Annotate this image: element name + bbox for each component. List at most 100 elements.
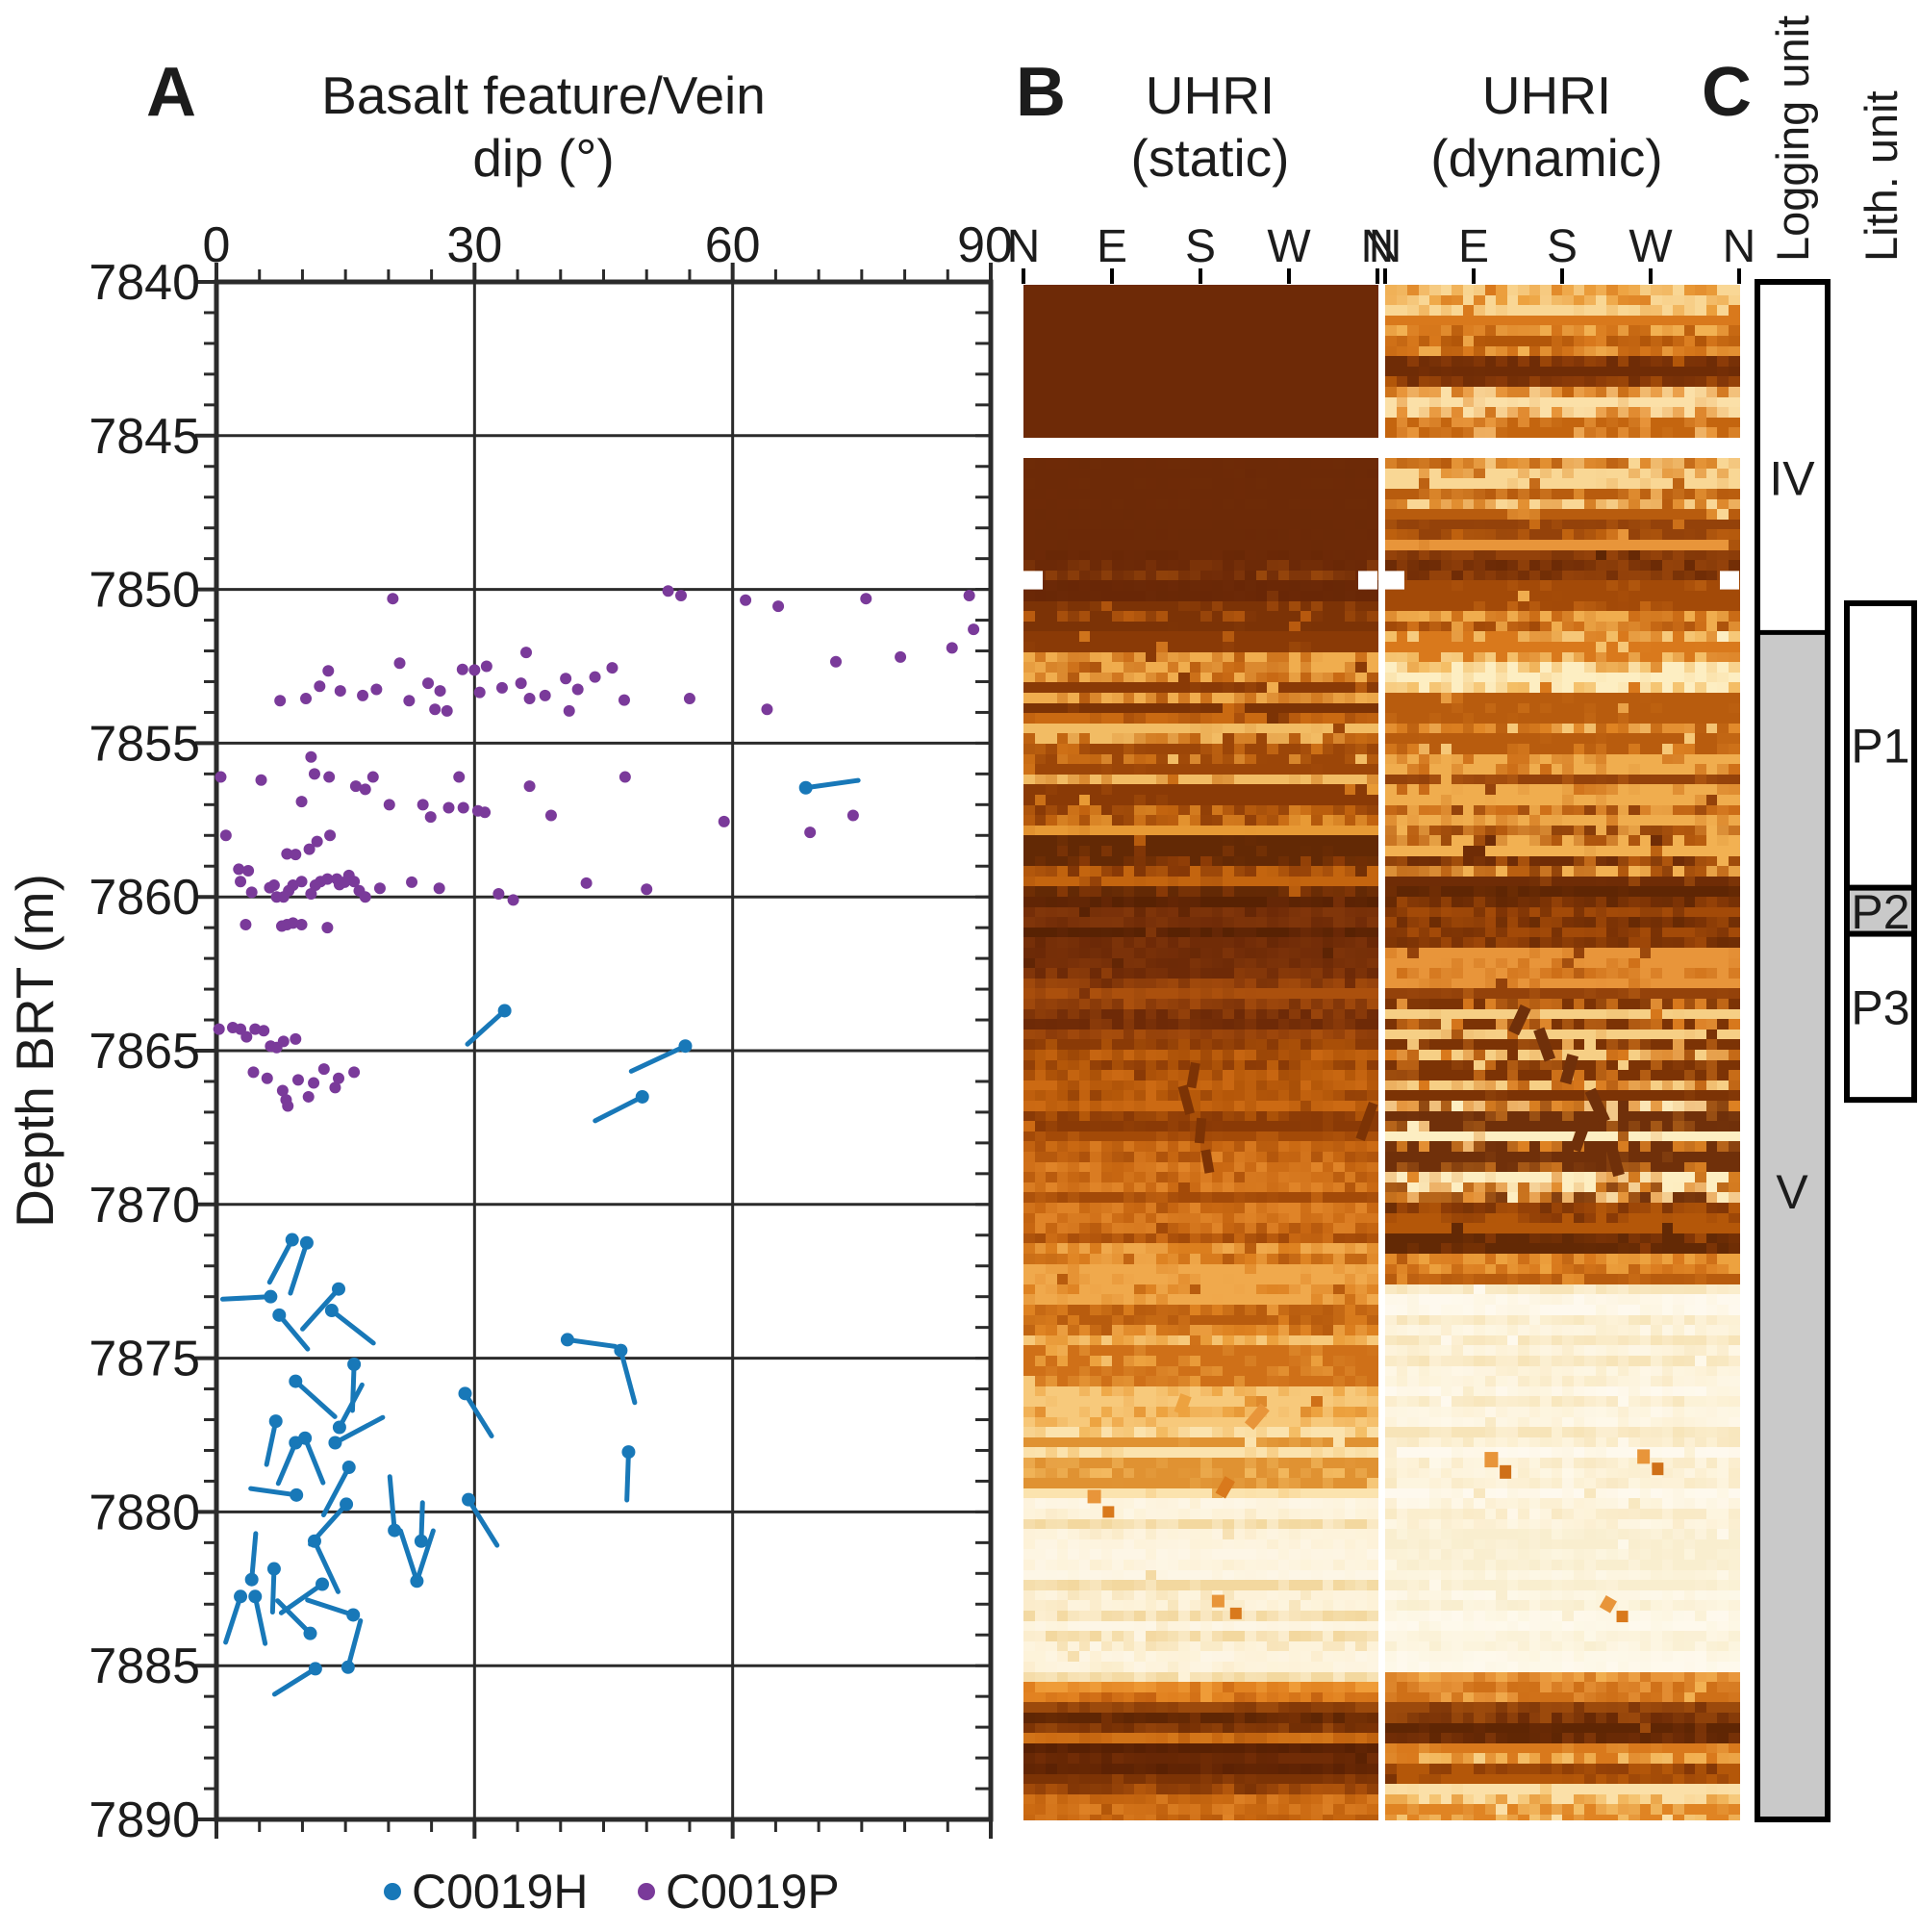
- c0019h-tail: [288, 1240, 310, 1296]
- c0019h-tail: [628, 1043, 688, 1074]
- c0019p-point: [480, 660, 492, 673]
- c0019p-point: [215, 771, 227, 783]
- c0019p-point: [249, 1023, 262, 1035]
- image-fracture-mark: [1200, 1149, 1215, 1174]
- image-fracture-mark: [1599, 1594, 1617, 1614]
- c0019p-point: [946, 642, 958, 654]
- c0019p-point: [560, 673, 572, 685]
- image-fracture-mark: [1211, 1594, 1225, 1608]
- lith-unit-p2-band: [1844, 884, 1917, 937]
- c0019p-point: [359, 891, 371, 903]
- c0019p-point: [619, 771, 631, 783]
- c0019h-tail: [345, 1618, 364, 1670]
- orientation-label: N: [1361, 221, 1395, 272]
- image-gaps-and-notches: [1022, 438, 1741, 590]
- c0019h-point: [290, 1487, 304, 1502]
- logging-unit-label-v: V: [1776, 1165, 1808, 1219]
- c0019p-point: [433, 882, 445, 895]
- lith-unit-header: Lith. unit: [1856, 90, 1906, 262]
- c0019p-point: [895, 650, 907, 663]
- image-fracture-mark: [1215, 1476, 1235, 1499]
- image-fracture-mark: [1087, 1489, 1101, 1504]
- image-fracture-mark: [1652, 1462, 1664, 1476]
- c0019p-point: [718, 815, 730, 827]
- c0019h-point: [268, 1414, 283, 1429]
- c0019p-point: [240, 1030, 253, 1043]
- legend-marker-c0019p: [638, 1883, 655, 1900]
- c0019h-tail: [223, 1593, 243, 1645]
- c0019h-point: [347, 1357, 362, 1371]
- panel-a-title-line2: dip (°): [472, 128, 614, 188]
- lith-unit-box: [1844, 599, 1917, 1104]
- legend-marker-c0019h: [384, 1883, 401, 1900]
- image-fracture-mark: [1244, 1403, 1270, 1431]
- uhri-dynamic-image: [1385, 285, 1740, 1820]
- orientation-label: E: [1097, 221, 1127, 272]
- c0019p-point: [329, 1081, 341, 1094]
- c0019h-point: [560, 1333, 574, 1347]
- c0019p-point: [422, 677, 435, 690]
- c0019h-tail: [332, 1414, 386, 1445]
- c0019p-point: [563, 704, 575, 717]
- c0019h-tail: [414, 1528, 436, 1584]
- c0019p-point: [804, 826, 817, 839]
- c0019p-point: [357, 689, 369, 701]
- image-fracture-mark: [1177, 1084, 1195, 1115]
- legend: C0019H C0019P: [384, 1865, 840, 1919]
- c0019p-point: [417, 799, 429, 811]
- orientation-label: N: [1369, 221, 1402, 272]
- c0019p-point: [359, 783, 371, 796]
- c0019h-tail: [292, 1379, 338, 1419]
- c0019h-tail: [312, 1538, 341, 1594]
- c0019p-point: [302, 1090, 315, 1103]
- c0019h-point: [299, 1235, 314, 1250]
- c0019h-tail: [387, 1474, 397, 1534]
- c0019p-point: [373, 882, 386, 895]
- c0019h-point: [614, 1343, 628, 1358]
- panel-b-title-line2: (static): [1131, 128, 1290, 188]
- c0019p-point: [740, 594, 752, 606]
- image-fracture-mark: [1533, 1027, 1556, 1062]
- c0019p-point: [520, 647, 532, 659]
- c0019p-point: [434, 685, 446, 698]
- c0019h-point: [285, 1233, 299, 1247]
- image-notch: [1720, 571, 1739, 590]
- c0019h-tail: [264, 1418, 279, 1467]
- c0019p-point: [406, 876, 418, 888]
- c0019h-point: [307, 1534, 321, 1548]
- c0019h-tail: [803, 777, 861, 791]
- c0019p-point: [308, 1077, 320, 1089]
- c0019h-point: [272, 1308, 287, 1322]
- c0019p-point: [589, 671, 601, 683]
- c0019h-tail: [300, 1286, 341, 1332]
- c0019h-tail: [266, 1237, 295, 1285]
- logging-unit-label-iv: IV: [1769, 452, 1815, 506]
- c0019h-tail: [249, 1531, 259, 1583]
- image-fracture-mark: [1559, 1054, 1579, 1085]
- y-tick-label: 7880: [88, 1485, 200, 1540]
- image-fracture-mark: [1605, 1146, 1625, 1178]
- c0019p-point: [333, 1072, 345, 1084]
- legend-label-c0019h: C0019H: [412, 1865, 588, 1919]
- c0019h-point: [341, 1660, 355, 1674]
- c0019p-point: [515, 677, 527, 690]
- panel-c-letter: C: [1702, 54, 1752, 131]
- c0019p-point: [219, 829, 232, 842]
- c0019p-point: [403, 695, 416, 707]
- c0019h-point: [798, 780, 813, 795]
- c0019p-point: [495, 681, 508, 694]
- image-notch: [1385, 571, 1404, 590]
- y-axis-label: Depth BRT (m): [5, 874, 64, 1228]
- c0019h-point: [678, 1039, 693, 1054]
- x-tick-label: 60: [705, 217, 761, 273]
- c0019p-point: [295, 796, 308, 808]
- c0019p-point: [393, 657, 406, 670]
- c0019h-point: [341, 1461, 356, 1475]
- c0019p-point: [580, 877, 593, 889]
- orientation-label: S: [1185, 221, 1216, 272]
- lith-unit-label-p3: P3: [1851, 980, 1909, 1034]
- c0019p-point: [324, 829, 337, 842]
- c0019p-point: [317, 1063, 330, 1076]
- image-notch: [1023, 571, 1043, 590]
- c0019p-point: [641, 883, 653, 896]
